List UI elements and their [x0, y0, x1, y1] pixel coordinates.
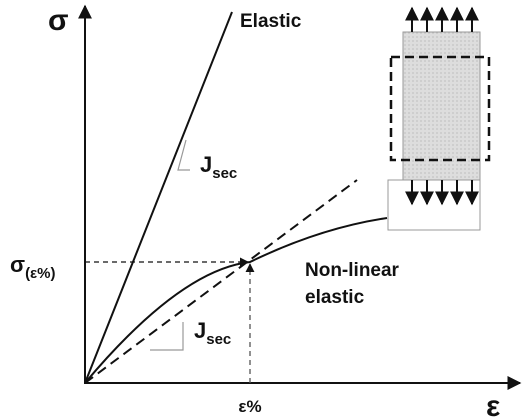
stress-main: σ — [10, 252, 25, 277]
strain-pct-label: ε% — [238, 397, 261, 416]
jsec-main: J — [194, 318, 206, 343]
slope-triangle — [150, 322, 183, 350]
strain-axis-label: ε — [486, 390, 500, 418]
elastic-label: Elastic — [240, 11, 302, 32]
nonlinear-label: elastic — [305, 287, 365, 308]
stress-axis-label: σ — [48, 4, 69, 37]
elastic-line — [85, 12, 232, 383]
specimen-box — [388, 180, 480, 230]
specimen — [403, 32, 480, 180]
jsec-sub: sec — [206, 331, 231, 348]
jsec-main: J — [200, 152, 212, 177]
stress-sub: (ε%) — [25, 265, 55, 282]
jsec-label: Jsec — [200, 152, 237, 182]
diagram: σ ε Elastic Non-linear elastic Jsec Jsec… — [0, 0, 526, 418]
jsec-label: Jsec — [194, 318, 231, 348]
stress-at-strain-label: σ(ε%) — [10, 252, 56, 282]
nonlinear-label: Non-linear — [305, 260, 400, 281]
jsec-sub: sec — [212, 165, 237, 182]
